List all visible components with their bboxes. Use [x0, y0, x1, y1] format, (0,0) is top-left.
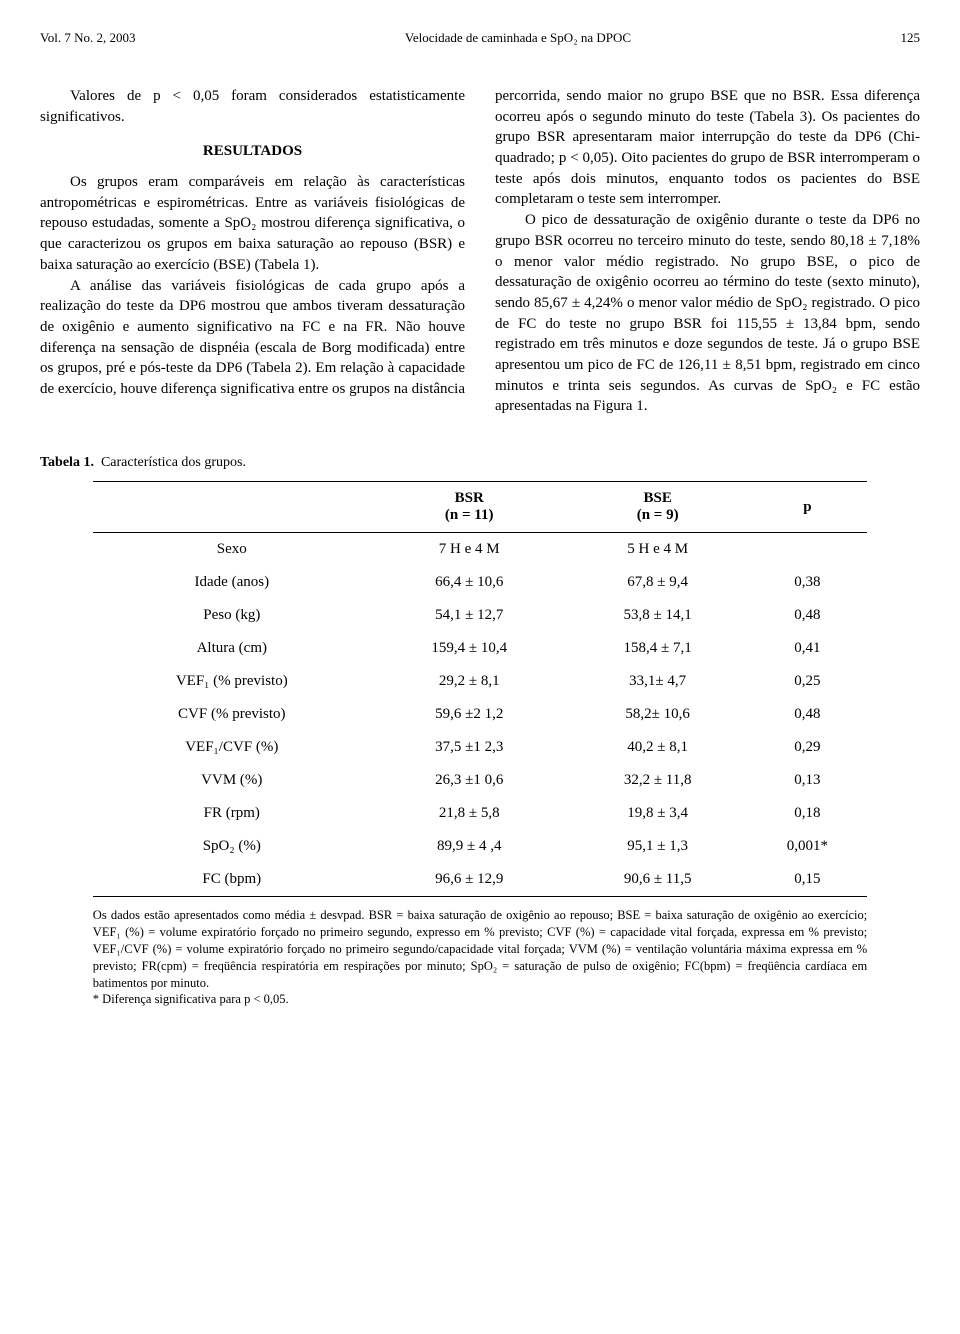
- table-cell: 58,2± 10,6: [568, 698, 748, 731]
- table-cell: SpO₂ (%): [93, 830, 371, 863]
- table-1-block: Tabela 1. Característica dos grupos. BSR…: [40, 455, 920, 1008]
- table-1-caption-text: Característica dos grupos.: [101, 455, 246, 470]
- table-row: Sexo7 H e 4 M5 H e 4 M: [93, 533, 867, 567]
- table-cell: 96,6 ± 12,9: [371, 863, 568, 897]
- table-cell: 0,41: [748, 632, 868, 665]
- table-row: VEF₁ (% previsto)29,2 ± 8,133,1± 4,70,25: [93, 665, 867, 698]
- table-1-col-1-sub: (n = 11): [445, 507, 494, 523]
- table-cell: 53,8 ± 14,1: [568, 599, 748, 632]
- table-cell: 95,1 ± 1,3: [568, 830, 748, 863]
- header-center: Velocidade de caminhada e SpO₂ na DPOC: [135, 30, 900, 46]
- table-cell: 32,2 ± 11,8: [568, 764, 748, 797]
- table-1-header-row: BSR (n = 11) BSE (n = 9) p: [93, 482, 867, 533]
- body-text: Valores de p < 0,05 foram considerados e…: [40, 86, 920, 417]
- table-cell: [748, 533, 868, 567]
- table-1-caption-label: Tabela 1.: [40, 455, 94, 470]
- table-cell: 0,18: [748, 797, 868, 830]
- section-heading-resultados: RESULTADOS: [40, 141, 465, 162]
- table-cell: 59,6 ±2 1,2: [371, 698, 568, 731]
- table-cell: 0,29: [748, 731, 868, 764]
- table-1-notes-sig: * Diferença significativa para p < 0,05.: [93, 992, 289, 1006]
- table-1-col-1-label: BSR: [455, 490, 484, 506]
- table-cell: 37,5 ±1 2,3: [371, 731, 568, 764]
- paragraph-stats-threshold: Valores de p < 0,05 foram considerados e…: [40, 86, 465, 127]
- table-1-notes-text: Os dados estão apresentados como média ±…: [93, 908, 867, 990]
- table-cell: Altura (cm): [93, 632, 371, 665]
- table-cell: Idade (anos): [93, 566, 371, 599]
- table-row: SpO₂ (%)89,9 ± 4 ,495,1 ± 1,30,001*: [93, 830, 867, 863]
- table-cell: 0,25: [748, 665, 868, 698]
- table-1-col-2-label: BSE: [643, 490, 671, 506]
- table-cell: 67,8 ± 9,4: [568, 566, 748, 599]
- table-cell: 54,1 ± 12,7: [371, 599, 568, 632]
- table-cell: 66,4 ± 10,6: [371, 566, 568, 599]
- table-cell: VVM (%): [93, 764, 371, 797]
- table-cell: 158,4 ± 7,1: [568, 632, 748, 665]
- table-cell: 89,9 ± 4 ,4: [371, 830, 568, 863]
- table-1: BSR (n = 11) BSE (n = 9) p Sexo7 H e 4 M…: [93, 481, 867, 897]
- table-1-notes: Os dados estão apresentados como média ±…: [93, 907, 867, 1008]
- table-cell: 29,2 ± 8,1: [371, 665, 568, 698]
- table-cell: 33,1± 4,7: [568, 665, 748, 698]
- table-cell: 0,15: [748, 863, 868, 897]
- table-row: FR (rpm)21,8 ± 5,819,8 ± 3,40,18: [93, 797, 867, 830]
- table-cell: VEF₁ (% previsto): [93, 665, 371, 698]
- table-cell: 26,3 ±1 0,6: [371, 764, 568, 797]
- table-row: Peso (kg)54,1 ± 12,753,8 ± 14,10,48: [93, 599, 867, 632]
- table-cell: 0,38: [748, 566, 868, 599]
- table-cell: 7 H e 4 M: [371, 533, 568, 567]
- table-cell: 40,2 ± 8,1: [568, 731, 748, 764]
- header-page-number: 125: [901, 30, 921, 46]
- table-row: Idade (anos)66,4 ± 10,667,8 ± 9,40,38: [93, 566, 867, 599]
- table-cell: VEF₁/CVF (%): [93, 731, 371, 764]
- table-cell: 0,001*: [748, 830, 868, 863]
- table-row: VVM (%)26,3 ±1 0,632,2 ± 11,80,13: [93, 764, 867, 797]
- table-1-col-0: [93, 482, 371, 533]
- table-cell: FR (rpm): [93, 797, 371, 830]
- table-row: FC (bpm)96,6 ± 12,990,6 ± 11,50,15: [93, 863, 867, 897]
- paragraph-results-3: O pico de dessaturação de oxigênio duran…: [495, 210, 920, 417]
- table-1-body: Sexo7 H e 4 M5 H e 4 MIdade (anos)66,4 ±…: [93, 533, 867, 897]
- table-cell: 159,4 ± 10,4: [371, 632, 568, 665]
- table-cell: FC (bpm): [93, 863, 371, 897]
- table-cell: Peso (kg): [93, 599, 371, 632]
- table-cell: 0,48: [748, 698, 868, 731]
- table-cell: 0,48: [748, 599, 868, 632]
- table-cell: CVF (% previsto): [93, 698, 371, 731]
- table-row: Altura (cm)159,4 ± 10,4158,4 ± 7,10,41: [93, 632, 867, 665]
- table-1-col-1: BSR (n = 11): [371, 482, 568, 533]
- table-row: VEF₁/CVF (%)37,5 ±1 2,340,2 ± 8,10,29: [93, 731, 867, 764]
- table-1-col-3: p: [748, 482, 868, 533]
- table-cell: 0,13: [748, 764, 868, 797]
- table-row: CVF (% previsto)59,6 ±2 1,258,2± 10,60,4…: [93, 698, 867, 731]
- header-left: Vol. 7 No. 2, 2003: [40, 30, 135, 46]
- table-cell: 19,8 ± 3,4: [568, 797, 748, 830]
- table-cell: 21,8 ± 5,8: [371, 797, 568, 830]
- paragraph-results-1: Os grupos eram comparáveis em relação às…: [40, 172, 465, 275]
- table-1-col-2-sub: (n = 9): [637, 507, 679, 523]
- table-cell: Sexo: [93, 533, 371, 567]
- table-1-col-3-label: p: [803, 499, 811, 515]
- running-header: Vol. 7 No. 2, 2003 Velocidade de caminha…: [40, 30, 920, 46]
- table-1-col-2: BSE (n = 9): [568, 482, 748, 533]
- table-cell: 5 H e 4 M: [568, 533, 748, 567]
- table-1-caption: Tabela 1. Característica dos grupos.: [40, 455, 920, 471]
- page: Vol. 7 No. 2, 2003 Velocidade de caminha…: [0, 0, 960, 1068]
- table-cell: 90,6 ± 11,5: [568, 863, 748, 897]
